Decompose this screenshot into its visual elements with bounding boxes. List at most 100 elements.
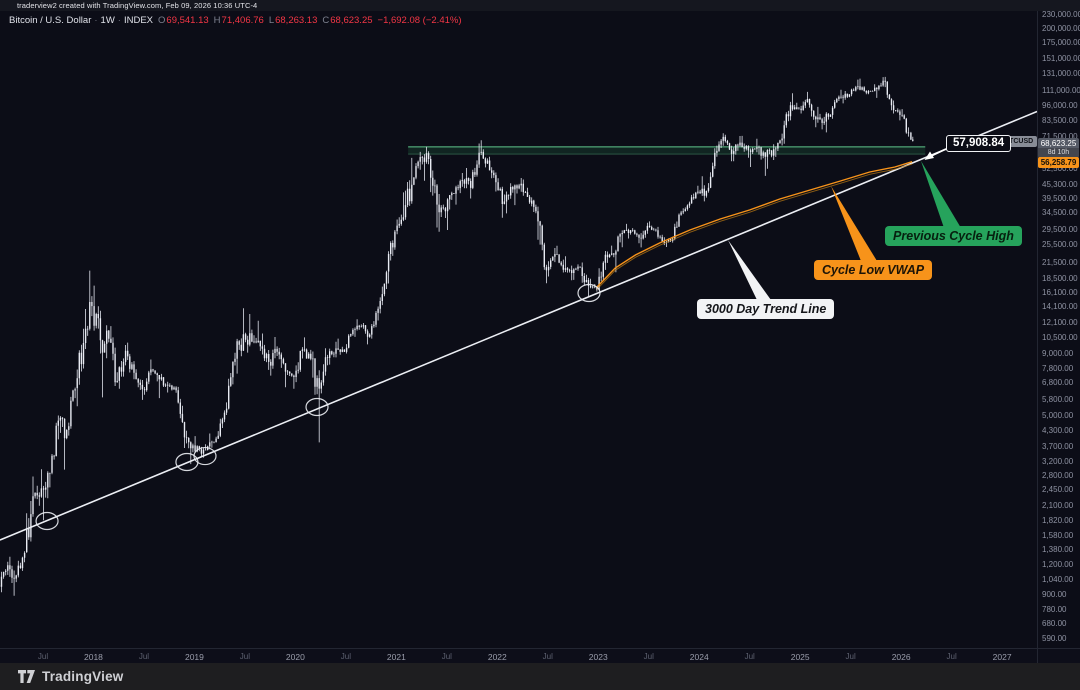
trend-line-label[interactable]: 3000 Day Trend Line (697, 299, 835, 319)
price-tick: 3,200.00 (1042, 457, 1074, 467)
time-tick-year: 2020 (285, 652, 305, 662)
price-tick: 45,300.00 (1042, 179, 1078, 189)
price-tick: 1,380.00 (1042, 545, 1074, 555)
legend-separator: · (94, 15, 98, 26)
high-value: 71,406.76 (221, 15, 264, 26)
price-tick: 39,500.00 (1042, 194, 1078, 204)
price-tick: 6,800.00 (1042, 378, 1074, 388)
vwap-callout-pointer (831, 186, 877, 261)
tradingview-brand-text[interactable]: TradingView (42, 669, 124, 684)
previous-cycle-high-zone[interactable] (408, 146, 926, 155)
vwap-line[interactable] (596, 161, 913, 288)
trendline-touch-circle[interactable] (305, 397, 329, 417)
exchange: INDEX (123, 15, 154, 26)
price-tick: 680.00 (1042, 619, 1067, 629)
price-tick: 25,500.00 (1042, 240, 1078, 250)
time-tick-year: 2022 (487, 652, 507, 662)
open-label: O (158, 15, 166, 26)
time-tick-month: Jul (946, 652, 957, 661)
price-tick: 7,800.00 (1042, 364, 1074, 373)
symbol-name[interactable]: Bitcoin / U.S. Dollar (9, 15, 92, 26)
low-label: L (268, 15, 275, 26)
bar-countdown: 8d 10h (1038, 147, 1079, 158)
attribution-bar: traderview2 created with TradingView.com… (0, 0, 1080, 11)
low-value: 68,263.13 (275, 15, 318, 26)
price-tick: 71,500.00 (1042, 132, 1078, 142)
time-tick-year: 2023 (588, 652, 608, 662)
time-tick-year: 2021 (386, 652, 406, 662)
attribution-text: traderview2 created with TradingView.com… (17, 1, 258, 10)
price-tick: 1,200.00 (1042, 559, 1074, 569)
price-tick: 2,100.00 (1042, 501, 1074, 511)
symbol-price-tag: BTCUSD (1000, 135, 1038, 147)
price-tick: 5,800.00 (1042, 395, 1074, 404)
trendline-touch-markers[interactable] (35, 283, 601, 531)
candle-wicks (1, 76, 914, 596)
time-tick-month: Jul (744, 652, 755, 661)
price-tick: 2,450.00 (1042, 485, 1074, 495)
candle-bodies (0, 80, 914, 587)
price-tick: 3,700.00 (1042, 442, 1074, 452)
time-tick-month: Jul (340, 652, 351, 661)
time-tick-year: 2024 (689, 652, 709, 662)
time-tick-year: 2026 (891, 652, 911, 662)
price-tick: 14,100.00 (1042, 302, 1078, 312)
price-axis[interactable]: 230,000.00 200,000.00 175,000.00 151,000.00… (1037, 11, 1080, 663)
price-tick: 5,000.00 (1042, 410, 1074, 420)
trendline-value-callout[interactable]: 57,908.84 (946, 135, 1012, 152)
price-tick: 900.00 (1042, 590, 1067, 600)
price-tick: 200,000.00 (1042, 24, 1080, 34)
time-tick-year: 2027 (992, 652, 1012, 662)
price-tick: 96,000.00 (1042, 101, 1078, 111)
price-tick: 2,800.00 (1042, 471, 1074, 481)
vwap-line-shadow (596, 163, 913, 290)
price-tick: 780.00 (1042, 605, 1067, 614)
change-value: −1,692.08 (−2.41%) (377, 15, 462, 26)
price-tick: 175,000.00 (1042, 38, 1080, 48)
time-tick-month: Jul (643, 652, 654, 661)
interval[interactable]: 1W (100, 15, 115, 26)
trendline-touch-circle[interactable] (193, 446, 217, 466)
price-tick: 230,000.00 (1042, 11, 1080, 19)
price-tick: 4,300.00 (1042, 426, 1074, 436)
price-tick: 83,500.00 (1042, 115, 1078, 125)
time-tick-month: Jul (37, 652, 49, 661)
time-tick-month: Jul (542, 652, 553, 661)
trendline-touch-circle[interactable] (577, 283, 601, 303)
price-tick: 111,000.00 (1042, 86, 1080, 96)
time-tick-year: 2025 (790, 652, 810, 662)
cycle-low-vwap-label[interactable]: Cycle Low VWAP (814, 260, 933, 280)
price-tick: 12,100.00 (1042, 318, 1078, 328)
price-tick: 131,000.00 (1042, 68, 1080, 78)
time-tick-month: Jul (239, 652, 251, 661)
price-tick: 29,500.00 (1042, 224, 1078, 234)
high-label: H (213, 15, 221, 26)
price-tick: 1,040.00 (1042, 574, 1074, 584)
vwap-price-label: 56,258.79 (1038, 156, 1079, 168)
symbol-legend[interactable]: Bitcoin / U.S. Dollar · 1W · INDEX O 69,… (9, 15, 462, 26)
close-value: 68,623.25 (330, 15, 373, 26)
previous-cycle-high-label[interactable]: Previous Cycle High (885, 226, 1022, 246)
price-arrow-head (924, 151, 934, 160)
price-tick: 151,000.00 (1042, 53, 1080, 63)
trend-line-drawing[interactable] (0, 110, 1037, 541)
footer-bar: TradingView (0, 663, 1080, 690)
price-tick: 10,500.00 (1042, 332, 1078, 342)
price-tick: 16,100.00 (1042, 288, 1078, 298)
last-price-value: 68,623.25 (1038, 137, 1079, 148)
price-tick: 21,500.00 (1042, 257, 1078, 267)
time-axis[interactable]: Jul 2018 Jul 2019 Jul 2020 Jul 2021 Jul 2022 Jul 20… (0, 648, 1080, 664)
tradingview-logo-icon[interactable] (18, 669, 35, 684)
price-tick: 52,500.00 (1042, 164, 1078, 174)
price-tick: 34,500.00 (1042, 208, 1078, 218)
price-tick: 18,500.00 (1042, 273, 1078, 283)
time-tick-year: 2018 (84, 652, 103, 662)
trendline-callout-pointer (728, 240, 771, 300)
price-tick: 1,580.00 (1042, 531, 1074, 541)
last-price-label: 68,623.25 8d 10h (1038, 137, 1079, 158)
trendline-touch-circle[interactable] (35, 511, 59, 531)
close-label: C (322, 15, 330, 26)
price-tick: 9,000.00 (1042, 349, 1074, 359)
